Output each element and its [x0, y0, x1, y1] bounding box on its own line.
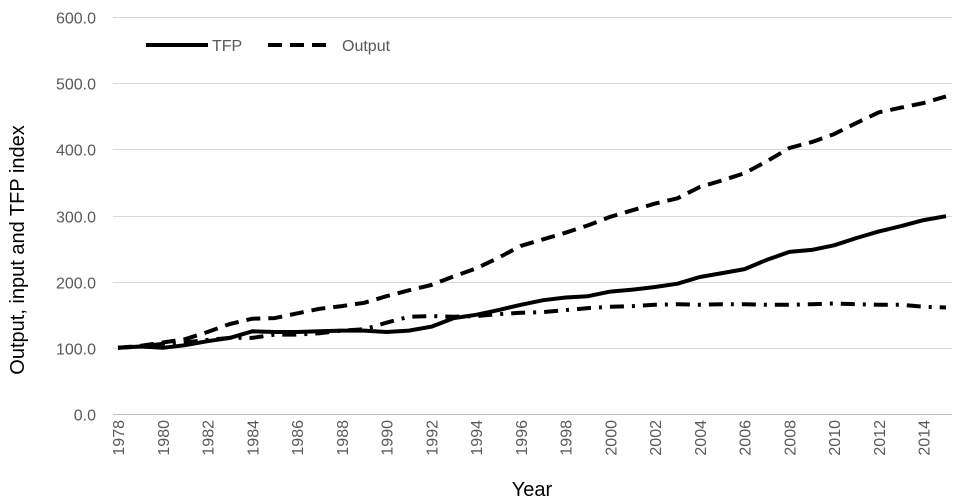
x-tick-label: 2012	[872, 420, 889, 456]
x-tick-label: 1998	[559, 420, 576, 456]
x-tick-label: 2008	[782, 420, 799, 456]
series-line-series-3	[117, 301, 947, 350]
x-tick-label: 1990	[380, 420, 397, 456]
legend-label-output: Output	[342, 38, 391, 55]
y-tick-label: 400.0	[56, 143, 96, 160]
x-tick-label: 1980	[156, 420, 173, 456]
gridlines	[113, 17, 952, 349]
x-tick-label: 1982	[201, 420, 218, 456]
x-tick-label: 2004	[693, 420, 710, 456]
x-tick-label: 2010	[827, 420, 844, 456]
x-tick-label: 1986	[290, 420, 307, 456]
x-tick-label: 2014	[917, 420, 934, 456]
x-tick-label: 2002	[648, 420, 665, 456]
x-axis-tick-labels: 1978 1980 1982 1984 1986 1988 1990 1992 1994 1996…	[111, 420, 934, 456]
x-tick-label: 2006	[738, 420, 755, 456]
x-tick-label: 1992	[424, 420, 441, 456]
x-tick-label: 1978	[111, 420, 128, 456]
y-tick-label: 300.0	[56, 210, 96, 227]
x-tick-label: 1984	[245, 420, 262, 456]
x-tick-label: 1996	[514, 420, 531, 456]
y-tick-label: 100.0	[56, 342, 96, 359]
y-tick-label: 0.0	[74, 408, 96, 425]
series-line-output	[117, 94, 947, 350]
y-tick-label: 600.0	[56, 11, 96, 28]
y-axis-tick-labels: 0.0 100.0 200.0 300.0 400.0 500.0 600.0	[56, 11, 96, 425]
y-tick-label: 500.0	[56, 77, 96, 94]
legend: TFP Output	[146, 38, 391, 55]
series-line-tfp	[117, 214, 947, 350]
legend-label-tfp: TFP	[212, 38, 242, 55]
x-tick-label: 1988	[335, 420, 352, 456]
y-tick-label: 200.0	[56, 276, 96, 293]
series-lines	[117, 94, 947, 350]
x-tick-label: 1994	[469, 420, 486, 456]
x-tick-label: 2000	[603, 420, 620, 456]
x-axis-title: Year	[512, 479, 553, 501]
y-axis-title: Output, input and TFP index	[7, 125, 29, 374]
